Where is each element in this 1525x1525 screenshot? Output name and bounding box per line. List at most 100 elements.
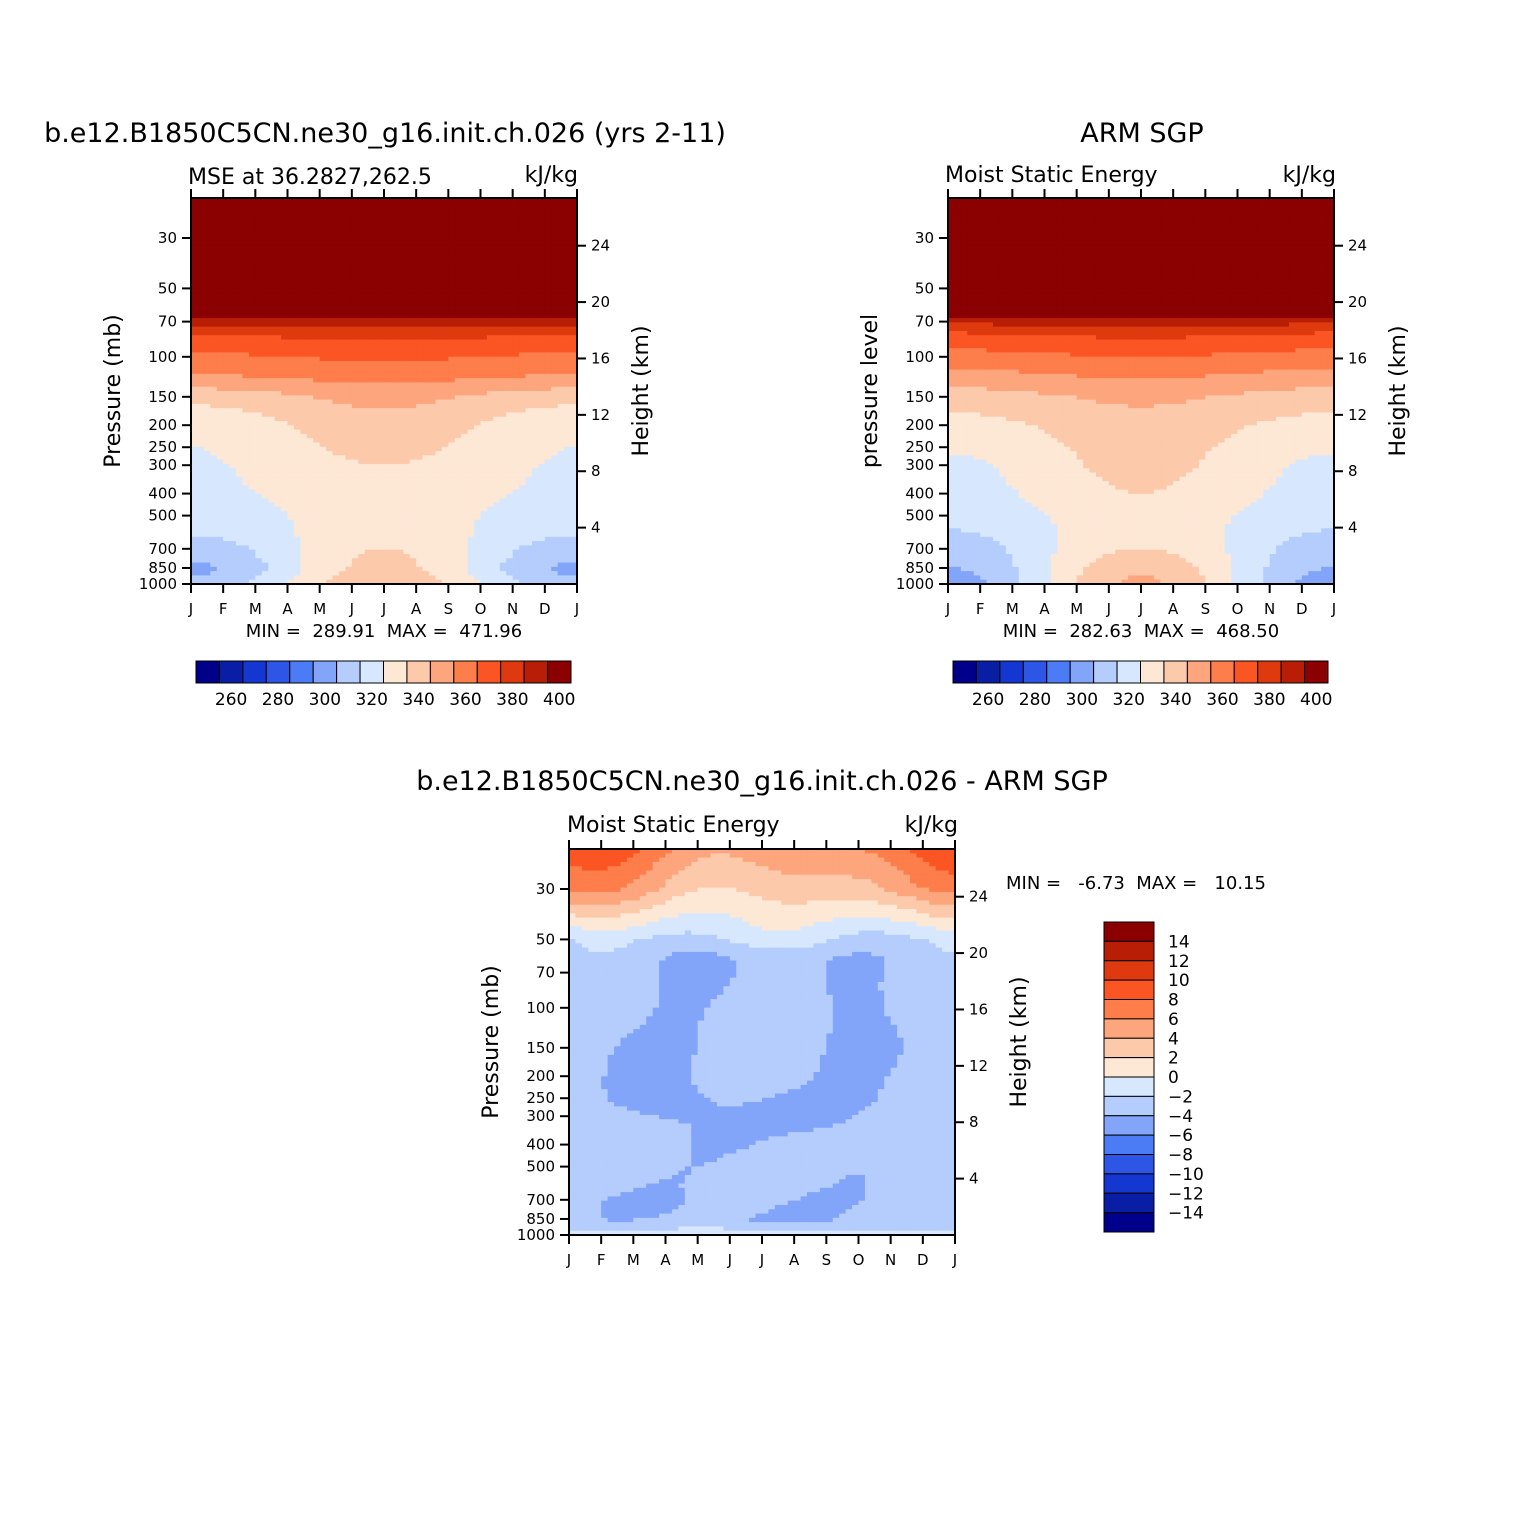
contour-cell <box>429 258 437 263</box>
contour-cell <box>435 429 443 435</box>
contour-cell <box>281 498 289 504</box>
contour-cell <box>319 292 327 298</box>
contour-cell <box>384 403 392 409</box>
contour-cell <box>396 322 404 328</box>
contour-cell <box>229 236 237 242</box>
contour-cell <box>216 373 224 379</box>
contour-cell <box>396 343 404 349</box>
contour-cell <box>551 515 559 521</box>
contour-cell <box>377 236 385 242</box>
contour-cell <box>409 262 417 268</box>
contour-cell <box>319 343 327 349</box>
contour-cell <box>229 438 237 444</box>
contour-cell <box>197 236 205 242</box>
contour-cell <box>326 270 334 276</box>
contour-cell <box>570 279 578 285</box>
contour-cell <box>506 369 514 375</box>
contour-cell <box>416 335 424 341</box>
contour-cell <box>332 493 340 499</box>
contour-cell <box>210 493 218 499</box>
contour-cell <box>326 309 334 315</box>
contour-cell <box>493 343 501 349</box>
contour-cell <box>345 330 353 336</box>
contour-cell <box>287 352 295 358</box>
contour-cell <box>261 270 269 276</box>
contour-cell <box>229 536 237 542</box>
contour-cell <box>493 266 501 272</box>
contour-cell <box>287 215 295 221</box>
contour-cell <box>364 356 372 362</box>
contour-cell <box>281 451 289 456</box>
contour-cell <box>519 446 527 452</box>
contour-cell <box>570 549 578 555</box>
contour-cell <box>364 313 372 319</box>
contour-cell <box>197 240 205 246</box>
contour-cell <box>261 493 269 499</box>
contour-cell <box>525 549 533 555</box>
contour-cell <box>467 523 475 529</box>
contour-cell <box>474 451 482 456</box>
contour-cell <box>191 369 199 375</box>
contour-cell <box>223 322 231 328</box>
contour-cell <box>306 210 314 216</box>
contour-cell <box>274 318 282 323</box>
contour-cell <box>236 476 244 482</box>
contour-cell <box>326 245 334 251</box>
contour-cell <box>480 245 488 251</box>
contour-cell <box>306 262 314 268</box>
contour-cell <box>480 438 488 444</box>
contour-cell <box>538 262 546 268</box>
contour-cell <box>287 485 295 491</box>
contour-cell <box>306 545 314 551</box>
contour-cell <box>377 360 385 366</box>
contour-cell <box>281 228 289 233</box>
contour-cell <box>557 378 565 384</box>
contour-cell <box>454 279 462 285</box>
contour-cell <box>396 506 404 512</box>
contour-cell <box>358 348 366 353</box>
contour-cell <box>326 485 334 491</box>
contour-cell <box>519 399 527 405</box>
contour-cell <box>461 210 469 216</box>
contour-cell <box>396 258 404 263</box>
contour-cell <box>242 515 250 521</box>
contour-cell <box>300 395 308 401</box>
contour-cell <box>242 279 250 285</box>
contour-cell <box>223 219 231 225</box>
contour-cell <box>448 421 456 426</box>
contour-cell <box>512 288 520 293</box>
contour-cell <box>248 339 256 345</box>
contour-cell <box>570 455 578 461</box>
contour-cell <box>377 365 385 371</box>
contour-cell <box>313 335 321 341</box>
contour-cell <box>461 335 469 341</box>
contour-cell <box>396 468 404 474</box>
contour-cell <box>551 506 559 512</box>
contour-cell <box>538 421 546 426</box>
contour-cell <box>261 198 269 203</box>
contour-cell <box>248 459 256 465</box>
contour-cell <box>377 429 385 435</box>
contour-cell <box>210 322 218 328</box>
contour-cell <box>441 245 449 251</box>
contour-cell <box>242 502 250 508</box>
contour-cell <box>435 313 443 319</box>
contour-cell <box>261 300 269 306</box>
contour-cell <box>242 206 250 212</box>
contour-cell <box>293 279 301 285</box>
contour-cell <box>512 283 520 289</box>
contour-cell <box>255 549 263 555</box>
contour-cell <box>538 283 546 289</box>
contour-cell <box>486 236 494 242</box>
contour-cell <box>319 451 327 456</box>
contour-cell <box>493 408 501 414</box>
contour-cell <box>461 463 469 469</box>
contour-cell <box>332 549 340 555</box>
contour-cell <box>274 202 282 208</box>
contour-cell <box>326 515 334 521</box>
contour-cell <box>293 326 301 332</box>
contour-cell <box>422 253 430 259</box>
contour-cell <box>319 288 327 293</box>
contour-cell <box>519 468 527 474</box>
contour-cell <box>564 403 572 409</box>
